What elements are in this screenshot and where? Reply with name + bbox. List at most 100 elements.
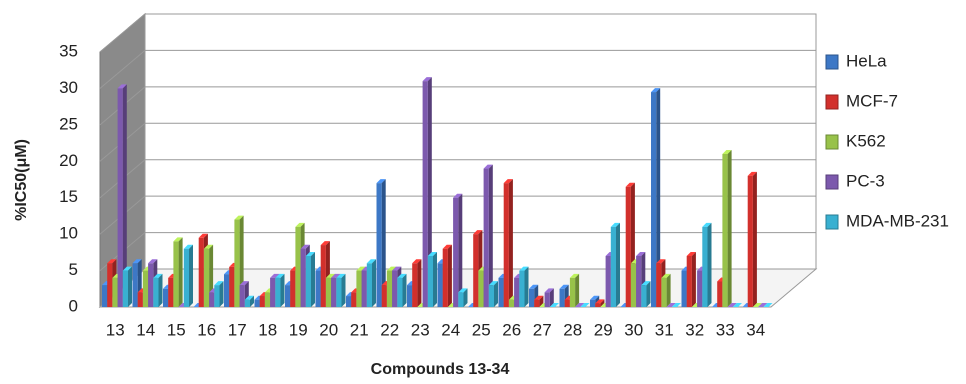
bar-side — [158, 273, 163, 307]
bar-side — [250, 295, 254, 307]
bar-top — [483, 164, 493, 169]
bar-top — [132, 259, 142, 264]
bar — [336, 277, 342, 307]
bar-top — [727, 303, 737, 307]
bar-side — [427, 77, 432, 308]
y-tick-label: 20 — [59, 151, 78, 170]
bar — [214, 285, 220, 307]
x-tick-label: 28 — [563, 320, 582, 339]
bar — [117, 88, 123, 307]
bar — [305, 256, 311, 307]
bar — [437, 263, 443, 307]
bar — [285, 285, 291, 307]
x-tick-label: 31 — [655, 320, 674, 339]
bar-side — [524, 266, 529, 307]
x-tick-label: 27 — [533, 320, 552, 339]
bar-side — [458, 193, 463, 307]
y-tick-label: 30 — [59, 78, 78, 97]
bar-top — [198, 233, 208, 238]
bar-side — [372, 259, 376, 307]
bar-top — [203, 244, 214, 249]
bar-top — [575, 303, 585, 307]
bar-side — [178, 237, 183, 307]
bar-top — [686, 252, 696, 256]
bar-top — [580, 303, 590, 307]
bar-top — [300, 244, 310, 249]
bar-top — [732, 303, 742, 307]
bar — [234, 219, 240, 307]
bar — [320, 245, 326, 307]
x-tick-label: 19 — [289, 320, 308, 339]
x-tick-label: 21 — [350, 320, 369, 339]
x-tick-label: 25 — [472, 320, 491, 339]
bar-top — [392, 266, 402, 271]
legend-swatch — [825, 214, 839, 230]
legend-swatch — [825, 134, 839, 150]
bar — [503, 183, 509, 307]
bar-top — [183, 244, 193, 249]
bar-top — [305, 252, 315, 256]
bar-top — [412, 259, 422, 264]
bar-side — [600, 299, 605, 307]
bar-side — [402, 273, 407, 307]
bar-side — [575, 273, 580, 307]
bar — [209, 292, 215, 307]
bar — [722, 154, 728, 307]
y-tick-label: 10 — [59, 224, 78, 243]
bar — [422, 81, 428, 308]
bar-side — [311, 252, 315, 307]
bar — [229, 266, 235, 307]
bar-top — [458, 288, 468, 293]
bar-top — [661, 273, 671, 278]
legend-swatch — [825, 174, 839, 190]
bar — [559, 288, 565, 307]
bar — [656, 263, 662, 307]
bar-side — [189, 244, 193, 307]
bar-top — [722, 150, 732, 154]
bar-side — [549, 288, 554, 307]
bar-top — [529, 284, 539, 289]
bar — [275, 277, 281, 307]
bar-top — [549, 303, 559, 307]
bar — [407, 285, 413, 307]
x-tick-label: 24 — [441, 320, 460, 339]
legend-label: HeLa — [846, 51, 887, 70]
bar — [346, 296, 352, 307]
bar — [224, 274, 230, 307]
bar-top — [117, 84, 127, 89]
bar-top — [569, 273, 580, 278]
bar-side — [752, 171, 757, 307]
bar — [427, 256, 433, 307]
bar-side — [219, 281, 224, 307]
bar — [132, 263, 138, 307]
bar — [697, 270, 703, 307]
x-tick-label: 14 — [136, 320, 155, 339]
bar-top — [325, 273, 336, 278]
bar-side — [539, 295, 544, 307]
bar — [148, 263, 154, 307]
bar-top — [173, 237, 183, 242]
x-tick-label: 34 — [746, 320, 765, 339]
bar — [366, 263, 372, 307]
bar — [244, 299, 250, 307]
bar — [254, 299, 260, 307]
bar — [203, 248, 210, 307]
bar — [300, 248, 306, 307]
bar — [483, 168, 489, 307]
bar-top — [239, 281, 249, 286]
bar — [112, 277, 118, 307]
bar-side — [341, 273, 346, 307]
bar-top — [397, 273, 407, 278]
bar — [625, 186, 631, 307]
grid-line — [99, 122, 816, 162]
bar — [376, 183, 382, 307]
bar — [325, 277, 332, 307]
bar — [590, 299, 596, 307]
bar-top — [651, 88, 661, 93]
grid-line — [99, 195, 816, 235]
bar-side — [381, 179, 386, 307]
bar-top — [595, 299, 605, 304]
bar-top — [331, 273, 341, 278]
y-tick-label: 5 — [69, 260, 78, 279]
